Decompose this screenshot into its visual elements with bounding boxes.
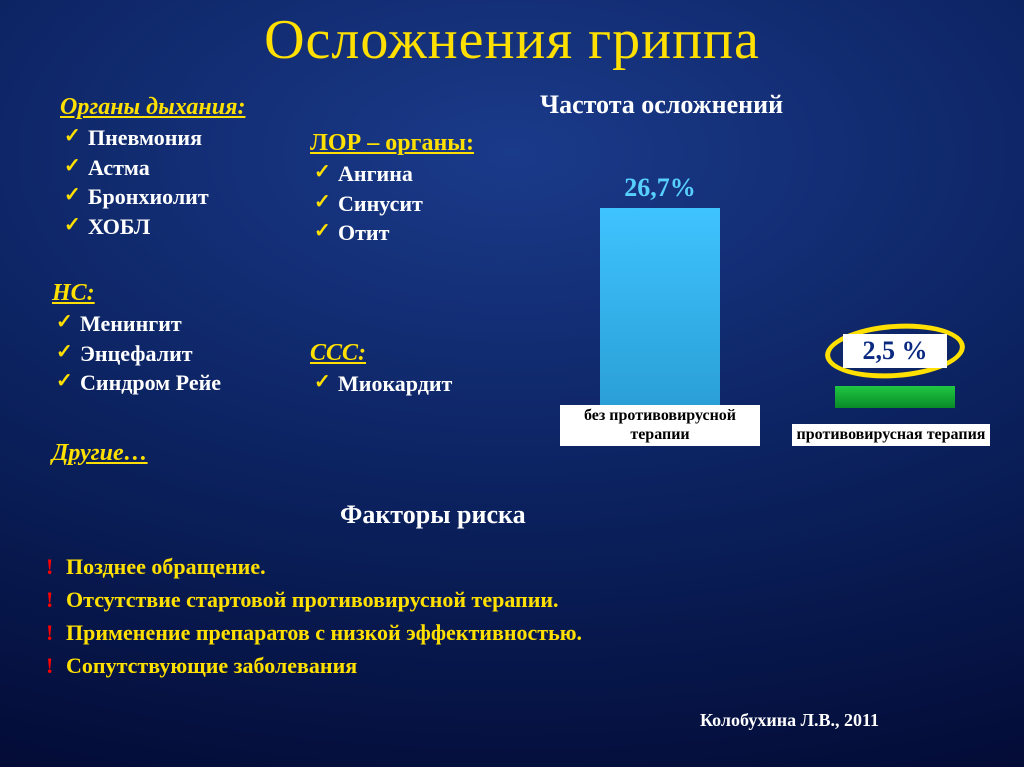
section-header-respiratory: Органы дыхания: [60, 94, 245, 121]
page-title: Осложнения гриппа [0, 0, 1024, 72]
list-item: ХОБЛ [60, 212, 245, 242]
section-header-ns: НС: [52, 280, 221, 307]
complication-rate-chart: 26,7% без противовирусной терапии 2,5 % … [560, 130, 990, 440]
section-ccc: ССС: Миокардит [310, 340, 452, 399]
chart-bar-label-0: без противовирусной терапии [560, 405, 760, 446]
list-item: Отит [310, 218, 474, 248]
factor-item: Отсутствие стартовой противовирусной тер… [46, 583, 582, 616]
chart-bar-value-1: 2,5 % [843, 334, 947, 368]
chart-bar-1: 2,5 % [835, 386, 955, 408]
section-respiratory: Органы дыхания: Пневмония Астма Бронхиол… [60, 94, 245, 242]
section-other: Другие… [52, 440, 148, 467]
list-item: Синдром Рейе [52, 368, 221, 398]
list-item: Менингит [52, 309, 221, 339]
section-header-ccc: ССС: [310, 340, 452, 367]
chart-subtitle: Частота осложнений [540, 90, 783, 120]
chart-bar-0: 26,7% [600, 208, 720, 408]
factor-item: Применение препаратов с низкой эффективн… [46, 616, 582, 649]
section-ns: НС: Менингит Энцефалит Синдром Рейе [52, 280, 221, 398]
factors-title: Факторы риска [340, 500, 526, 530]
list-item: Бронхиолит [60, 182, 245, 212]
section-lor: ЛОР – органы: Ангина Синусит Отит [310, 130, 474, 248]
chart-bar-rect-0 [600, 208, 720, 408]
factor-item: Сопутствующие заболевания [46, 649, 582, 682]
factor-item: Позднее обращение. [46, 550, 582, 583]
list-item: Синусит [310, 189, 474, 219]
chart-bar-rect-1 [835, 386, 955, 408]
list-item: Миокардит [310, 369, 452, 399]
list-item: Пневмония [60, 123, 245, 153]
list-item: Энцефалит [52, 339, 221, 369]
list-item: Ангина [310, 159, 474, 189]
factors-list: Позднее обращение. Отсутствие стартовой … [46, 550, 582, 682]
list-item: Астма [60, 153, 245, 183]
chart-bar-value-0: 26,7% [600, 173, 720, 203]
section-header-lor: ЛОР – органы: [310, 130, 474, 157]
chart-bar-label-1: противовирусная терапия [792, 424, 990, 446]
citation: Колобухина Л.В., 2011 [700, 710, 879, 731]
